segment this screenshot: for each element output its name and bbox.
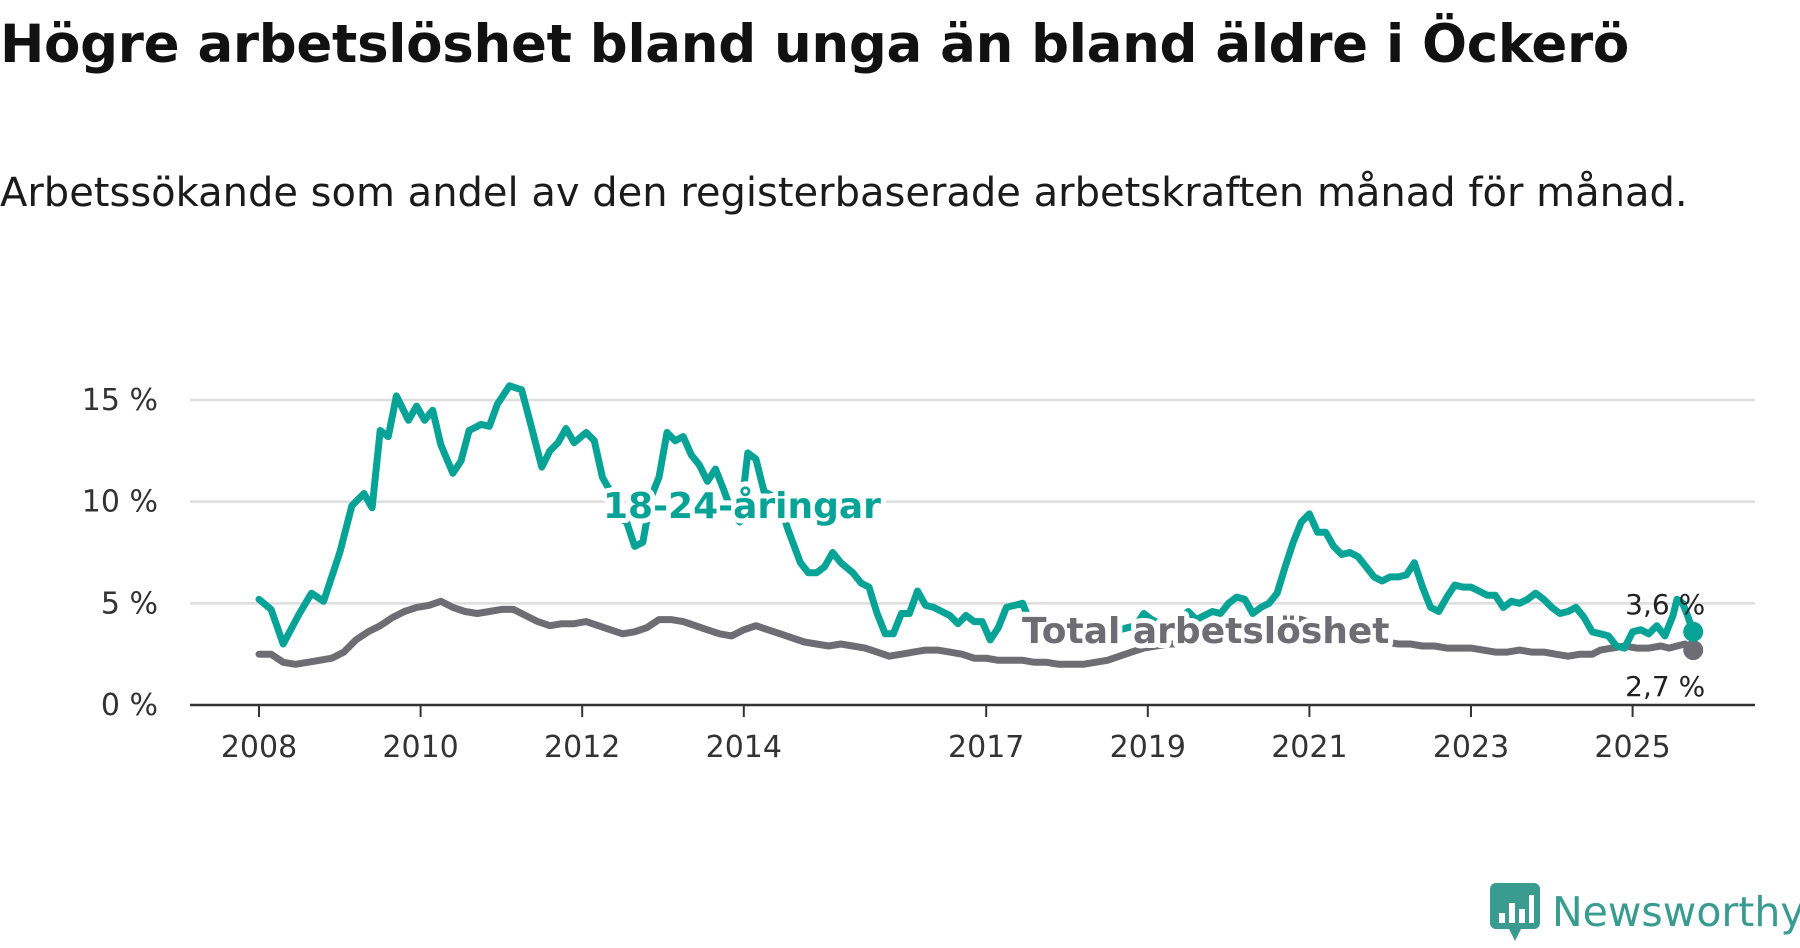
chart-title: Högre arbetslöshet bland unga än bland ä…: [0, 14, 1629, 75]
y-grid: [190, 398, 1755, 605]
x-tick-label: 2008: [221, 730, 297, 765]
x-tick-label: 2010: [382, 730, 458, 765]
y-tick-labels: 0 % 5 % 10 % 15 %: [82, 383, 158, 723]
series-labels: 18-24-åringar Total arbetslöshet: [598, 481, 1395, 657]
x-tick-label: 2012: [544, 730, 620, 765]
total-end-label: 2,7 %: [1625, 670, 1705, 703]
youth-end-label: 3,6 %: [1625, 588, 1705, 621]
total-series-line: [255, 597, 1697, 668]
brand-logo: Newsworthy: [1490, 878, 1800, 946]
x-tick-labels: 2008 2010 2012 2014 2017 2019 2021 2023 2025: [221, 730, 1671, 765]
total-end-marker: [1683, 640, 1704, 661]
brand-name: Newsworthy: [1552, 888, 1800, 936]
y-tick-label: 15 %: [82, 383, 158, 418]
x-tick-marks: [258, 705, 1634, 717]
x-tick-label: 2025: [1594, 730, 1670, 765]
total-series-label: Total arbetslöshet: [1022, 611, 1390, 652]
youth-series-line: [255, 382, 1697, 652]
youth-series-label: 18-24-åringar: [603, 486, 881, 527]
x-tick-label: 2023: [1433, 730, 1509, 765]
x-tick-label: 2017: [948, 730, 1024, 765]
x-tick-label: 2019: [1110, 730, 1186, 765]
series-lines: [255, 382, 1704, 668]
x-tick-label: 2021: [1271, 730, 1347, 765]
x-tick-label: 2014: [706, 730, 782, 765]
end-labels: 3,6 % 2,7 %: [1625, 588, 1705, 703]
y-tick-label: 10 %: [82, 485, 158, 520]
y-tick-label: 0 %: [101, 688, 158, 723]
newsworthy-logo-icon: [1490, 883, 1540, 941]
y-tick-label: 5 %: [101, 586, 158, 621]
youth-end-marker: [1683, 621, 1704, 642]
chart-subtitle: Arbetssökande som andel av den registerb…: [0, 170, 1688, 216]
